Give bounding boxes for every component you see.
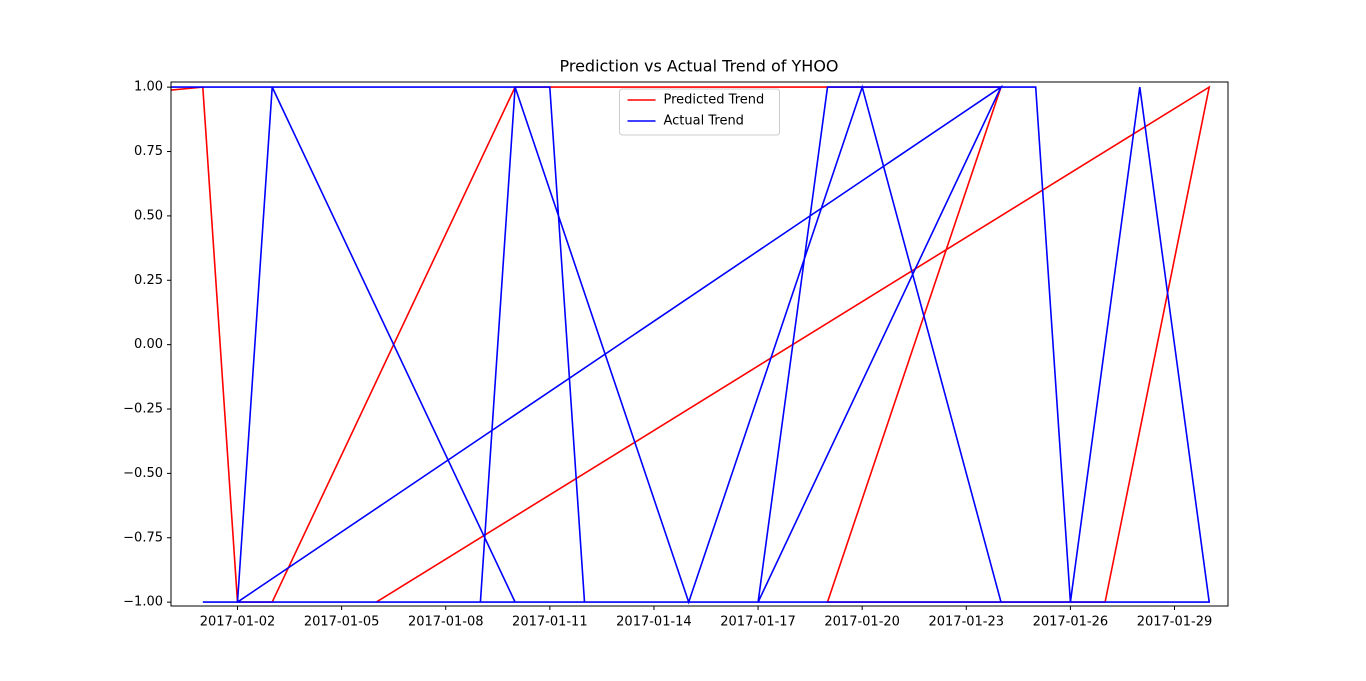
legend-label: Actual Trend (664, 114, 744, 129)
y-tick-label: −1.00 (123, 595, 163, 610)
x-tick-label: 2017-01-14 (616, 615, 692, 630)
y-tick-label: −0.25 (123, 402, 163, 417)
legend-box (619, 88, 780, 136)
x-tick-label: 2017-01-08 (408, 615, 484, 630)
y-tick-label: 0.50 (134, 208, 163, 223)
x-tick-label: 2017-01-05 (304, 615, 380, 630)
chart-title: Prediction vs Actual Trend of YHOO (559, 57, 838, 76)
x-tick-label: 2017-01-26 (1033, 615, 1109, 630)
y-tick-label: 0.25 (134, 273, 163, 288)
x-tick-label: 2017-01-02 (200, 615, 276, 630)
plot-area (171, 84, 1211, 605)
trend-line (171, 85, 1211, 603)
y-tick-label: 0.75 (134, 144, 163, 159)
x-tick-label: 2017-01-23 (928, 615, 1004, 630)
x-tick-label: 2017-01-11 (512, 615, 588, 630)
y-tick-label: 1.00 (134, 80, 163, 95)
y-tick-label: −0.75 (123, 530, 163, 545)
legend-label: Predicted Trend (664, 93, 765, 108)
x-tick-label: 2017-01-17 (720, 615, 796, 630)
x-tick-label: 2017-01-29 (1137, 615, 1213, 630)
axes-frame (170, 81, 1229, 607)
y-tick-label: 0.00 (134, 337, 163, 352)
trend-line (171, 84, 1211, 605)
x-tick-label: 2017-01-20 (824, 615, 900, 630)
y-tick-label: −0.50 (123, 466, 163, 481)
